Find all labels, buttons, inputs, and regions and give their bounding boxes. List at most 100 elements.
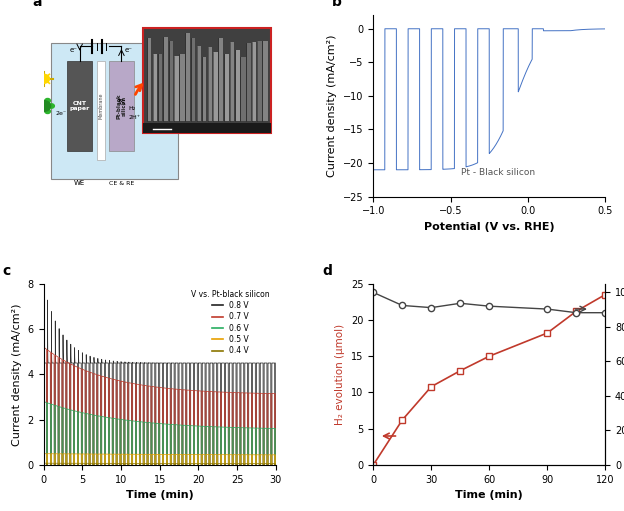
0.5 V <box>65 451 72 457</box>
Line: 0.6 V: 0.6 V <box>44 402 276 465</box>
0.8 V <box>192 360 199 366</box>
0.6 V <box>40 399 47 405</box>
0.6 V <box>192 423 199 429</box>
Circle shape <box>37 109 42 113</box>
X-axis label: Potential (V vs. RHE): Potential (V vs. RHE) <box>424 222 555 232</box>
0.4 V <box>51 462 58 468</box>
X-axis label: Time (min): Time (min) <box>456 490 523 500</box>
Line: 0.5 V: 0.5 V <box>44 454 276 465</box>
0.7 V <box>196 388 203 394</box>
Bar <box>192 38 195 121</box>
0.6 V <box>51 462 58 468</box>
0.4 V <box>59 462 66 468</box>
0.8 V <box>51 462 58 468</box>
Line: 0.4 V: 0.4 V <box>44 463 276 465</box>
Bar <box>236 50 240 121</box>
Bar <box>213 52 218 121</box>
Text: b: b <box>331 0 341 9</box>
Text: a: a <box>32 0 42 9</box>
Circle shape <box>38 74 49 83</box>
0.5 V <box>40 451 47 457</box>
Bar <box>252 42 256 121</box>
Text: 2H⁺: 2H⁺ <box>129 114 140 120</box>
0.6 V <box>272 425 280 431</box>
Text: 2e⁻: 2e⁻ <box>56 111 66 116</box>
Bar <box>97 61 105 160</box>
Bar <box>109 61 134 151</box>
0.6 V <box>42 462 50 468</box>
0.7 V <box>42 462 50 468</box>
Bar <box>186 33 190 121</box>
Bar <box>230 42 234 121</box>
0.6 V <box>250 425 258 431</box>
0.5 V <box>196 452 203 458</box>
Text: H₂: H₂ <box>129 106 135 110</box>
Text: e⁻: e⁻ <box>69 47 77 53</box>
0.4 V <box>42 462 50 468</box>
X-axis label: Time (min): Time (min) <box>126 490 193 500</box>
Circle shape <box>33 104 39 108</box>
0.7 V <box>65 360 72 366</box>
Bar <box>51 42 178 178</box>
Bar <box>203 57 207 121</box>
Bar <box>67 61 92 151</box>
Y-axis label: H₂ evolution (μmol): H₂ evolution (μmol) <box>336 324 346 425</box>
Bar <box>197 46 200 121</box>
Legend: 0.8 V, 0.7 V, 0.6 V, 0.5 V, 0.4 V: 0.8 V, 0.7 V, 0.6 V, 0.5 V, 0.4 V <box>188 288 272 358</box>
Line: 0.8 V: 0.8 V <box>44 286 276 465</box>
0.7 V <box>192 387 199 393</box>
Circle shape <box>49 104 54 108</box>
Text: CNT
paper: CNT paper <box>69 101 90 111</box>
Text: e⁻: e⁻ <box>125 47 133 53</box>
0.4 V <box>250 460 258 467</box>
Bar <box>153 54 157 121</box>
0.4 V <box>65 460 72 467</box>
0.7 V <box>59 462 66 468</box>
0.8 V <box>59 462 66 468</box>
Bar <box>208 47 212 121</box>
0.5 V <box>42 462 50 468</box>
0.4 V <box>196 460 203 467</box>
0.5 V <box>250 452 258 458</box>
0.8 V <box>40 283 47 289</box>
Text: Pt-black
silicon: Pt-black silicon <box>116 93 127 119</box>
Circle shape <box>45 99 51 103</box>
Circle shape <box>37 99 42 103</box>
0.4 V <box>272 460 280 467</box>
Bar <box>263 41 268 121</box>
Circle shape <box>45 109 51 113</box>
0.4 V <box>40 460 47 466</box>
0.6 V <box>196 423 203 429</box>
Bar <box>159 54 162 121</box>
0.5 V <box>59 462 66 468</box>
0.8 V <box>42 462 50 468</box>
Y-axis label: Current density (mA/cm²): Current density (mA/cm²) <box>12 303 22 446</box>
Bar <box>170 41 173 121</box>
Bar <box>148 38 151 121</box>
0.8 V <box>196 360 203 366</box>
0.8 V <box>65 360 72 366</box>
0.7 V <box>51 462 58 468</box>
Circle shape <box>37 101 51 111</box>
Bar <box>163 37 168 121</box>
0.5 V <box>192 452 199 458</box>
Bar <box>246 43 251 121</box>
Bar <box>180 55 185 121</box>
0.7 V <box>40 344 47 350</box>
0.6 V <box>59 462 66 468</box>
0.8 V <box>272 360 280 366</box>
0.7 V <box>272 390 280 397</box>
Bar <box>144 123 271 133</box>
Text: WE: WE <box>74 180 85 186</box>
Text: Membrane: Membrane <box>99 92 104 119</box>
0.4 V <box>192 460 199 467</box>
Bar <box>225 54 228 121</box>
Bar <box>175 56 179 121</box>
Bar <box>241 57 246 121</box>
Bar <box>258 41 262 121</box>
0.5 V <box>272 452 280 458</box>
Text: CE & RE: CE & RE <box>109 181 134 186</box>
0.5 V <box>51 462 58 468</box>
0.8 V <box>250 360 258 366</box>
Text: d: d <box>322 264 332 277</box>
